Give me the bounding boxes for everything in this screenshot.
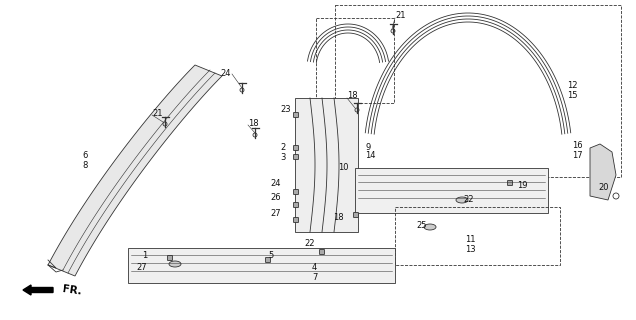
- Text: 27: 27: [270, 209, 280, 218]
- Text: 10: 10: [338, 164, 349, 172]
- Text: 20: 20: [598, 183, 609, 193]
- Text: 1: 1: [142, 252, 148, 260]
- FancyBboxPatch shape: [355, 168, 548, 213]
- Text: 18: 18: [248, 118, 259, 127]
- FancyBboxPatch shape: [293, 155, 298, 159]
- FancyBboxPatch shape: [293, 113, 298, 117]
- Text: 21: 21: [395, 12, 406, 20]
- Text: 24: 24: [270, 179, 280, 188]
- Text: 2: 2: [280, 142, 286, 151]
- FancyBboxPatch shape: [319, 250, 324, 254]
- FancyBboxPatch shape: [293, 218, 298, 222]
- Text: 19: 19: [517, 180, 527, 189]
- FancyBboxPatch shape: [128, 248, 395, 283]
- Text: 23: 23: [280, 105, 291, 114]
- FancyBboxPatch shape: [354, 212, 359, 218]
- Text: 11: 11: [465, 236, 476, 244]
- FancyBboxPatch shape: [265, 258, 270, 262]
- Text: 3: 3: [280, 153, 286, 162]
- Text: 24: 24: [220, 69, 230, 78]
- Ellipse shape: [169, 261, 181, 267]
- Text: 25: 25: [416, 221, 427, 230]
- FancyBboxPatch shape: [293, 203, 298, 207]
- Text: 4: 4: [312, 262, 317, 271]
- Ellipse shape: [424, 224, 436, 230]
- FancyBboxPatch shape: [293, 189, 298, 195]
- Text: 26: 26: [270, 194, 280, 203]
- Text: 16: 16: [572, 141, 583, 150]
- Text: 18: 18: [347, 92, 357, 100]
- Text: 9: 9: [365, 142, 370, 151]
- FancyBboxPatch shape: [167, 255, 172, 260]
- Text: 22: 22: [463, 196, 473, 204]
- Text: 21: 21: [152, 108, 163, 117]
- Text: 14: 14: [365, 151, 375, 161]
- Text: FR.: FR.: [62, 284, 83, 296]
- Text: 5: 5: [268, 252, 273, 260]
- Text: 8: 8: [82, 161, 87, 170]
- Text: 15: 15: [567, 92, 577, 100]
- FancyBboxPatch shape: [508, 180, 513, 186]
- Text: 17: 17: [572, 151, 583, 161]
- Text: 27: 27: [136, 263, 147, 273]
- FancyBboxPatch shape: [295, 98, 358, 232]
- Text: 7: 7: [312, 273, 317, 282]
- Text: 12: 12: [567, 82, 577, 91]
- FancyBboxPatch shape: [293, 146, 298, 150]
- Text: 22: 22: [304, 238, 314, 247]
- Text: 18: 18: [333, 212, 343, 221]
- FancyArrow shape: [23, 285, 53, 295]
- Polygon shape: [590, 144, 616, 200]
- Text: 6: 6: [82, 151, 87, 161]
- Text: 13: 13: [465, 245, 476, 254]
- Ellipse shape: [456, 197, 468, 203]
- Polygon shape: [48, 65, 222, 276]
